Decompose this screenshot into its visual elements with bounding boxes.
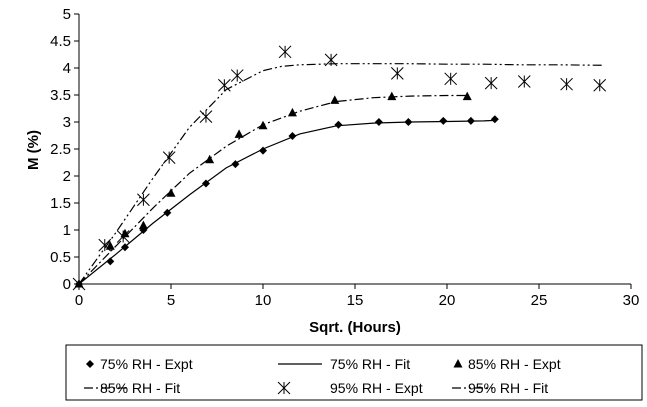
data-point xyxy=(98,238,112,252)
legend-label: 75% RH - Fit xyxy=(330,356,410,372)
y-tick-label: 2 xyxy=(63,168,71,185)
y-tick-label: 2.5 xyxy=(50,141,71,158)
legend-label: 75% RH - Expt xyxy=(100,356,193,372)
legend-item: 85% RH - Fit xyxy=(84,380,180,396)
x-tick-label: 0 xyxy=(75,292,83,309)
legend-item: 95% RH - Fit xyxy=(452,380,548,396)
data-point xyxy=(374,118,383,126)
data-point xyxy=(106,257,115,266)
y-tick-label: 3 xyxy=(63,114,71,131)
legend-item: 85% RH - Expt xyxy=(453,356,561,372)
data-point xyxy=(593,78,607,92)
x-tick-label: 30 xyxy=(623,292,640,309)
legend: 75% RH - Expt 75% RH - Fit 85% RH - Expt 85… xyxy=(84,356,561,396)
y-tick-label: 3.5 xyxy=(50,87,71,104)
y-tick-label: 4 xyxy=(63,60,71,77)
data-point xyxy=(137,193,150,207)
data-point xyxy=(334,120,343,129)
x-axis-title: Sqrt. (Hours) xyxy=(309,319,401,336)
data-point xyxy=(138,220,148,230)
data-point xyxy=(234,129,244,138)
data-point xyxy=(390,67,404,80)
plot-area xyxy=(72,14,631,291)
series-4 xyxy=(72,45,607,291)
legend-marker-symbol xyxy=(277,381,291,395)
legend-item: 75% RH - Expt xyxy=(86,356,193,372)
data-point xyxy=(330,95,340,104)
data-point xyxy=(230,69,244,82)
x-tick-label: 25 xyxy=(531,292,548,309)
data-point xyxy=(199,110,213,123)
data-point xyxy=(116,230,130,243)
data-point xyxy=(439,116,448,125)
data-point xyxy=(462,91,472,101)
x-tick-label: 15 xyxy=(347,292,364,309)
y-tick-label: 5 xyxy=(63,6,71,23)
legend-label: 95% RH - Expt xyxy=(330,380,423,396)
series-line xyxy=(78,63,604,285)
series-0 xyxy=(75,115,499,288)
legend-label: 85% RH - Fit xyxy=(100,380,180,396)
y-tick-label: 1.5 xyxy=(50,195,71,212)
data-point xyxy=(490,115,499,124)
data-point xyxy=(105,241,115,250)
legend-label: 95% RH - Fit xyxy=(468,380,548,396)
data-point xyxy=(166,188,176,197)
data-point xyxy=(484,76,498,90)
data-point xyxy=(387,91,397,101)
data-point xyxy=(517,75,531,88)
x-axis-ticks: 0 5 10 15 20 25 30 xyxy=(75,284,640,309)
legend-item: 95% RH - Expt xyxy=(277,380,423,396)
legend-item: 75% RH - Fit xyxy=(278,356,410,372)
y-axis-ticks: 0 0.5 1 1.5 2 2.5 3 3.5 4 4.5 5 xyxy=(50,6,79,293)
y-tick-label: 0.5 xyxy=(50,249,71,266)
legend-label: 85% RH - Expt xyxy=(468,356,561,372)
legend-marker-symbol xyxy=(86,360,94,368)
y-tick-label: 4.5 xyxy=(50,33,71,50)
legend-marker-symbol xyxy=(453,359,463,368)
data-point xyxy=(444,72,458,86)
y-axis-title: M (%) xyxy=(25,130,42,170)
data-point xyxy=(560,77,573,91)
series-5 xyxy=(78,63,604,285)
x-tick-label: 20 xyxy=(439,292,456,309)
x-tick-label: 10 xyxy=(255,292,272,309)
series-line xyxy=(78,119,495,285)
data-point xyxy=(218,78,231,92)
y-tick-label: 0 xyxy=(63,276,71,293)
legend-box xyxy=(65,344,643,401)
data-point xyxy=(278,45,292,59)
data-point xyxy=(205,154,215,164)
series-1 xyxy=(78,119,495,285)
y-tick-label: 1 xyxy=(63,222,71,239)
x-tick-label: 5 xyxy=(167,292,175,309)
